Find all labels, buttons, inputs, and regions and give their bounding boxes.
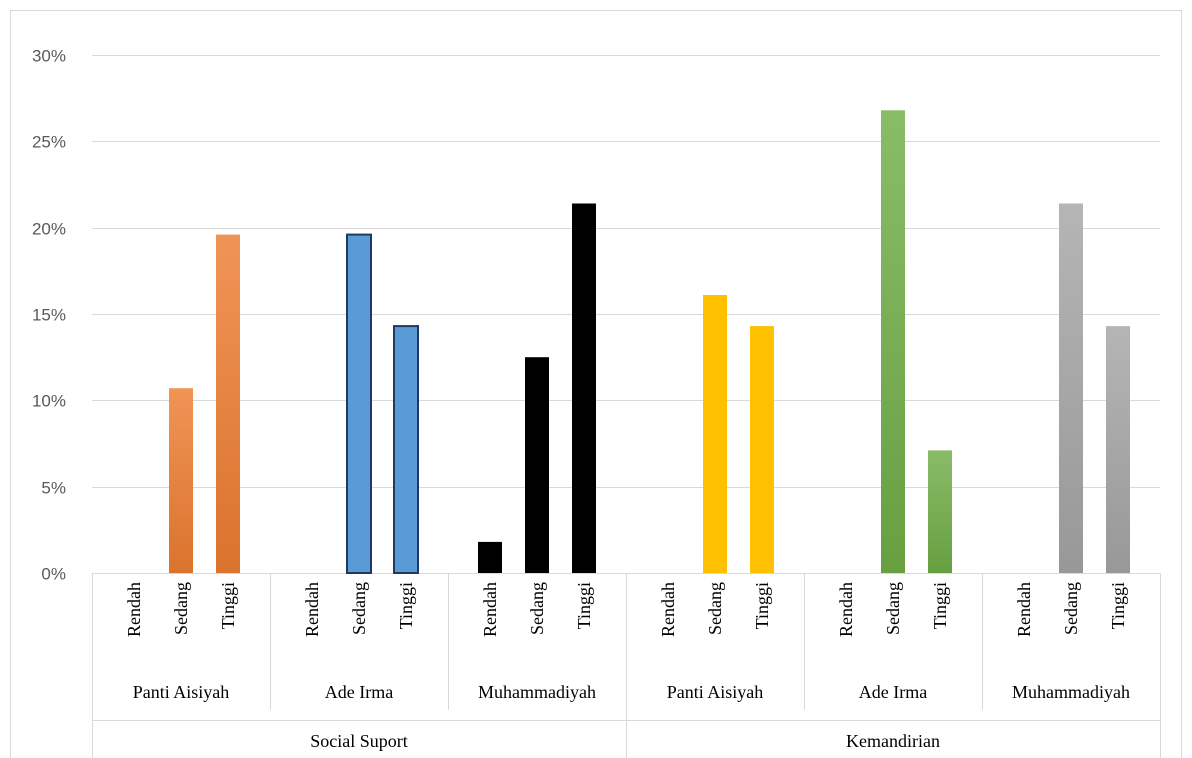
bar-panti-aisiyah-sedang [169, 388, 193, 573]
x-category-label: Sedang [705, 582, 725, 635]
x-category-label: Sedang [883, 582, 903, 635]
y-axis-ticks: 0% 5% 10% 15% 20% 25% 30% [32, 47, 66, 584]
y-tick-label: 5% [41, 479, 66, 498]
x-category-label: Tinggi [1108, 582, 1128, 629]
x-category-label: Rendah [836, 582, 856, 637]
y-tick-label: 25% [32, 133, 66, 152]
x-category-label: Rendah [302, 582, 322, 637]
bar-muhammadiyah-tinggi [572, 203, 596, 573]
y-tick-label: 30% [32, 47, 66, 66]
x-category-label: Rendah [480, 582, 500, 637]
x-category-label: Sedang [349, 582, 369, 635]
bar-ade-irma-tinggi [393, 325, 419, 574]
y-tick-label: 15% [32, 306, 66, 325]
bar-muhammadiyah-tinggi [1106, 326, 1130, 573]
x-category-label: Sedang [527, 582, 547, 635]
bar-ade-irma-sedang [346, 233, 372, 574]
bar-panti-aisiyah-tinggi [750, 326, 774, 573]
bar-panti-aisiyah-tinggi [216, 234, 240, 573]
x-category-label: Rendah [658, 582, 678, 637]
x-category-label: Tinggi [396, 582, 416, 629]
x-category-label: Tinggi [752, 582, 772, 629]
bar-muhammadiyah-rendah [478, 541, 502, 573]
bars [169, 110, 1130, 574]
y-tick-label: 0% [41, 565, 66, 584]
x-category-label: Sedang [1061, 582, 1081, 635]
subgroup-label: Panti Aisiyah [667, 682, 764, 702]
y-tick-label: 10% [32, 392, 66, 411]
x-category-label: Tinggi [574, 582, 594, 629]
subgroup-label: Ade Irma [859, 682, 927, 702]
bar-ade-irma-tinggi [928, 450, 952, 573]
subgroup-label: Muhammadiyah [1012, 682, 1130, 702]
bar-panti-aisiyah-sedang [703, 295, 727, 573]
bar-ade-irma-sedang [881, 110, 905, 574]
group-label: Kemandirian [846, 731, 940, 751]
group-label: Social Suport [310, 731, 408, 751]
bar-muhammadiyah-sedang [525, 357, 549, 573]
subgroup-label: Muhammadiyah [478, 682, 596, 702]
y-tick-label: 20% [32, 220, 66, 239]
bar-muhammadiyah-sedang [1059, 203, 1083, 573]
x-category-label: Rendah [124, 582, 144, 637]
x-category-label: Tinggi [218, 582, 238, 629]
x-category-label: Sedang [171, 582, 191, 635]
subgroup-label: Ade Irma [325, 682, 393, 702]
subgroup-label: Panti Aisiyah [133, 682, 230, 702]
x-category-label: Rendah [1014, 582, 1034, 637]
x-axis: Rendah Sedang Tinggi Panti Aisiyah Rendah Sed… [92, 573, 1161, 758]
x-category-label: Tinggi [930, 582, 950, 629]
